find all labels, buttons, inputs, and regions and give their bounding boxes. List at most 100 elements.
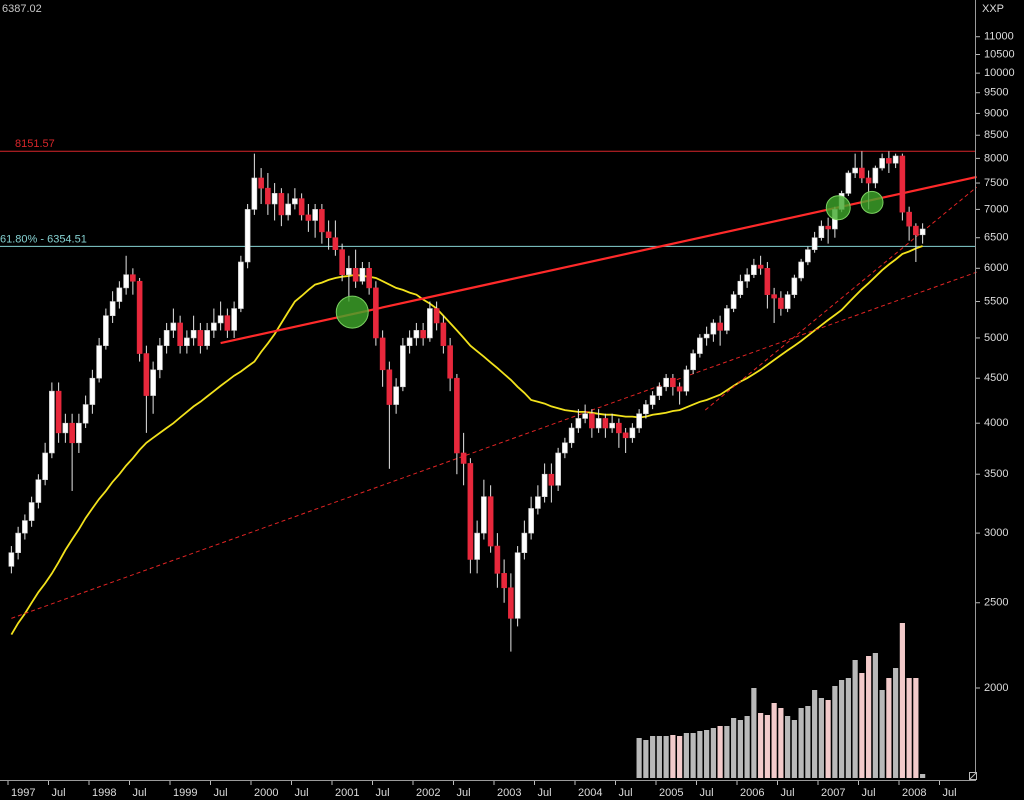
candle-body	[197, 330, 204, 346]
x-tick-label: Jul	[538, 787, 552, 799]
candle-body	[352, 267, 359, 282]
candle-body	[636, 413, 642, 429]
candle-body	[872, 167, 879, 184]
volume-bar	[845, 678, 851, 778]
candle-body	[670, 377, 676, 388]
candle-body	[49, 390, 55, 454]
volume-bar	[818, 698, 824, 778]
volume-bar	[832, 686, 838, 778]
y-tick-label: 2000	[984, 682, 1008, 694]
volume-bar	[710, 728, 716, 778]
candle-body	[676, 386, 683, 392]
candle-body	[595, 418, 602, 429]
candle-body	[69, 422, 75, 444]
candle-body	[177, 322, 183, 346]
volume-bar	[704, 730, 710, 778]
volume-bar	[724, 726, 730, 778]
candle-body	[467, 463, 474, 560]
candle-body	[555, 452, 561, 486]
candle-body	[778, 297, 784, 309]
volume-bar	[872, 653, 878, 778]
candle-body	[157, 345, 163, 371]
candle-body	[42, 452, 48, 481]
volume-bar	[859, 673, 865, 778]
y-tick-label: 8000	[984, 152, 1008, 164]
y-tick-label: 8500	[984, 129, 1008, 141]
resize-icon[interactable]	[969, 772, 977, 780]
candle-body	[589, 413, 595, 429]
volume-bar	[879, 690, 885, 778]
candle-body	[15, 532, 21, 553]
y-tick-label: 5000	[984, 332, 1008, 344]
x-tick-label: Jul	[700, 787, 714, 799]
y-tick-label: 10500	[984, 48, 1015, 60]
y-tick-label: 11000	[984, 31, 1014, 43]
candle-body	[541, 473, 548, 497]
candle-body	[906, 211, 912, 227]
candle-body	[508, 587, 514, 619]
candle-body	[386, 369, 393, 405]
candle-body	[143, 353, 150, 396]
candle-body	[258, 177, 264, 189]
resize-diagonal[interactable]	[969, 772, 977, 780]
volume-bar	[798, 708, 804, 778]
candle-body	[521, 532, 528, 553]
x-tick-label: 2001	[335, 787, 359, 799]
y-tick-label: 7500	[984, 177, 1008, 189]
candle-body	[535, 496, 541, 509]
candle-body	[400, 345, 406, 388]
x-tick-label: 2005	[659, 787, 683, 799]
candle-body	[649, 395, 656, 405]
candle-body	[899, 155, 906, 213]
y-tick-label: 3500	[984, 468, 1008, 480]
candle-body	[697, 337, 703, 354]
candle-body	[109, 301, 116, 316]
volume-bar	[690, 733, 696, 778]
volume-bar	[650, 736, 656, 778]
candle-body	[285, 203, 291, 216]
candle-body	[265, 187, 271, 205]
volume-bar	[778, 708, 784, 778]
candle-body	[116, 287, 123, 302]
candle-body	[28, 502, 35, 521]
candle-body	[130, 274, 136, 282]
x-tick-label: 2000	[254, 787, 278, 799]
candle-body	[663, 377, 669, 388]
candle-body	[163, 330, 170, 346]
candle-body	[528, 508, 534, 534]
y-tick-label: 6000	[984, 262, 1008, 274]
volume-bar	[899, 623, 905, 778]
candle-body	[609, 422, 615, 429]
candle-body	[737, 280, 744, 295]
volume-bar	[785, 716, 791, 778]
y-tick-label: 10000	[984, 67, 1015, 79]
volume-bar	[906, 678, 912, 778]
x-tick-label: Jul	[295, 787, 309, 799]
candle-body	[332, 237, 339, 250]
x-tick-label: Jul	[862, 787, 876, 799]
candle-body	[305, 214, 312, 221]
candle-body	[292, 198, 298, 205]
candle-body	[622, 432, 629, 439]
candle-body	[886, 158, 892, 164]
volume-bar	[852, 660, 858, 778]
candle-body	[643, 404, 649, 415]
candle-body	[744, 274, 750, 282]
candle-body	[501, 573, 507, 589]
volume-bar	[866, 656, 872, 778]
candle-body	[238, 261, 244, 309]
candle-body	[62, 422, 69, 434]
x-tick-label: 2002	[416, 787, 440, 799]
candle-body	[845, 172, 852, 194]
x-tick-label: Jul	[133, 787, 147, 799]
candle-body	[231, 308, 237, 331]
volume-bar	[764, 715, 770, 778]
volume-bar	[825, 700, 831, 778]
candle-body	[373, 287, 379, 339]
candle-body	[184, 337, 190, 346]
candle-body	[150, 369, 156, 396]
volume-bar	[893, 668, 899, 778]
candle-body	[805, 249, 811, 263]
level-label: 61.80% - 6354.51	[0, 233, 87, 245]
